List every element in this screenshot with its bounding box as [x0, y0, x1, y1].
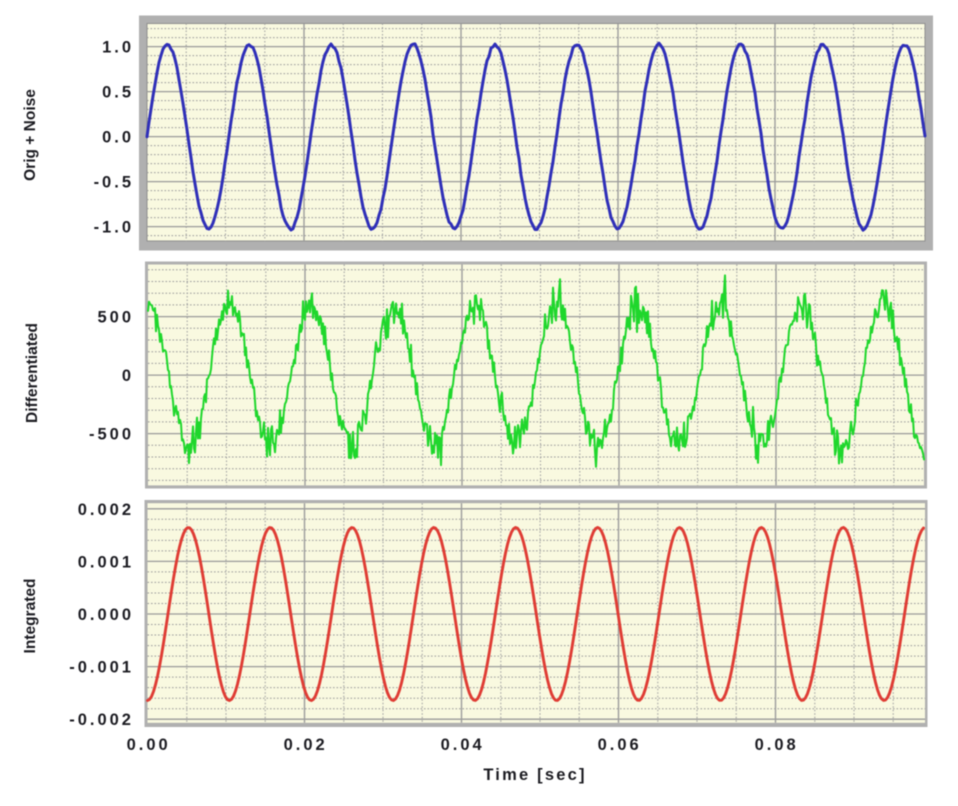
svg-text:0.04: 0.04 — [441, 736, 485, 754]
svg-text:0: 0 — [122, 367, 134, 385]
svg-text:-1.0: -1.0 — [94, 219, 134, 237]
svg-text:-0.001: -0.001 — [69, 659, 134, 677]
svg-text:Time [sec]: Time [sec] — [483, 766, 586, 784]
svg-text:0.0: 0.0 — [102, 129, 134, 147]
svg-text:0.000: 0.000 — [78, 606, 134, 624]
svg-text:0.02: 0.02 — [284, 736, 328, 754]
svg-text:Orig + Noise: Orig + Noise — [22, 89, 39, 181]
svg-text:Integrated: Integrated — [22, 579, 39, 654]
svg-text:0.001: 0.001 — [78, 553, 134, 571]
svg-text:-500: -500 — [89, 426, 134, 444]
svg-text:0.5: 0.5 — [102, 84, 134, 102]
svg-text:0.08: 0.08 — [755, 736, 799, 754]
svg-text:500: 500 — [97, 309, 134, 327]
svg-text:0.06: 0.06 — [598, 736, 642, 754]
svg-text:-0.5: -0.5 — [94, 174, 134, 192]
svg-text:Differentiated: Differentiated — [24, 323, 41, 423]
svg-text:0.002: 0.002 — [78, 501, 134, 519]
svg-text:0.00: 0.00 — [127, 736, 171, 754]
svg-text:-0.002: -0.002 — [69, 711, 134, 729]
svg-text:1.0: 1.0 — [102, 39, 134, 57]
